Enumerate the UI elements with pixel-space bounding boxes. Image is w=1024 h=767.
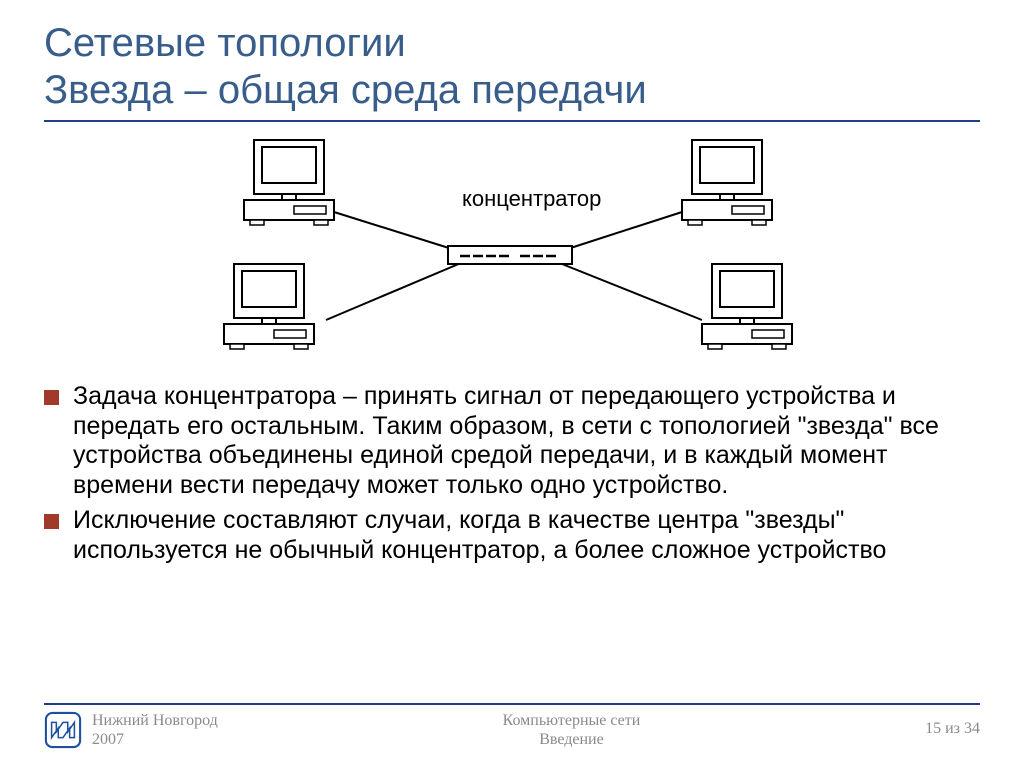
bullet-text: Задача концентратора – принять сигнал от… — [73, 382, 980, 500]
title-line-1: Сетевые топологии — [44, 20, 980, 67]
bullet-text: Исключение составляют случаи, когда в ка… — [73, 506, 980, 565]
bullet-item: Исключение составляют случаи, когда в ка… — [44, 506, 980, 565]
logo-icon — [44, 711, 82, 749]
title-line-2: Звезда – общая среда передачи — [44, 67, 980, 114]
hub-label: концентратор — [462, 186, 601, 212]
footer-city: Нижний Новгород — [92, 711, 218, 730]
footer-center: Компьютерные сети Введение — [218, 711, 925, 749]
bullet-marker — [44, 514, 59, 529]
footer: Нижний Новгород 2007 Компьютерные сети В… — [44, 703, 980, 749]
footer-year: 2007 — [92, 730, 218, 749]
footer-page: 15 из 34 — [925, 711, 980, 738]
footer-rule — [44, 703, 980, 705]
bullet-marker — [44, 390, 59, 405]
footer-left: Нижний Новгород 2007 — [44, 711, 218, 749]
footer-course: Компьютерные сети — [218, 711, 925, 730]
title-block: Сетевые топологии Звезда – общая среда п… — [44, 20, 980, 122]
bullet-list: Задача концентратора – принять сигнал от… — [44, 382, 980, 565]
star-topology-diagram: концентратор — [192, 136, 832, 366]
footer-section: Введение — [218, 730, 925, 749]
diagram-svg — [192, 136, 832, 366]
bullet-item: Задача концентратора – принять сигнал от… — [44, 382, 980, 500]
slide: Сетевые топологии Звезда – общая среда п… — [0, 0, 1024, 767]
